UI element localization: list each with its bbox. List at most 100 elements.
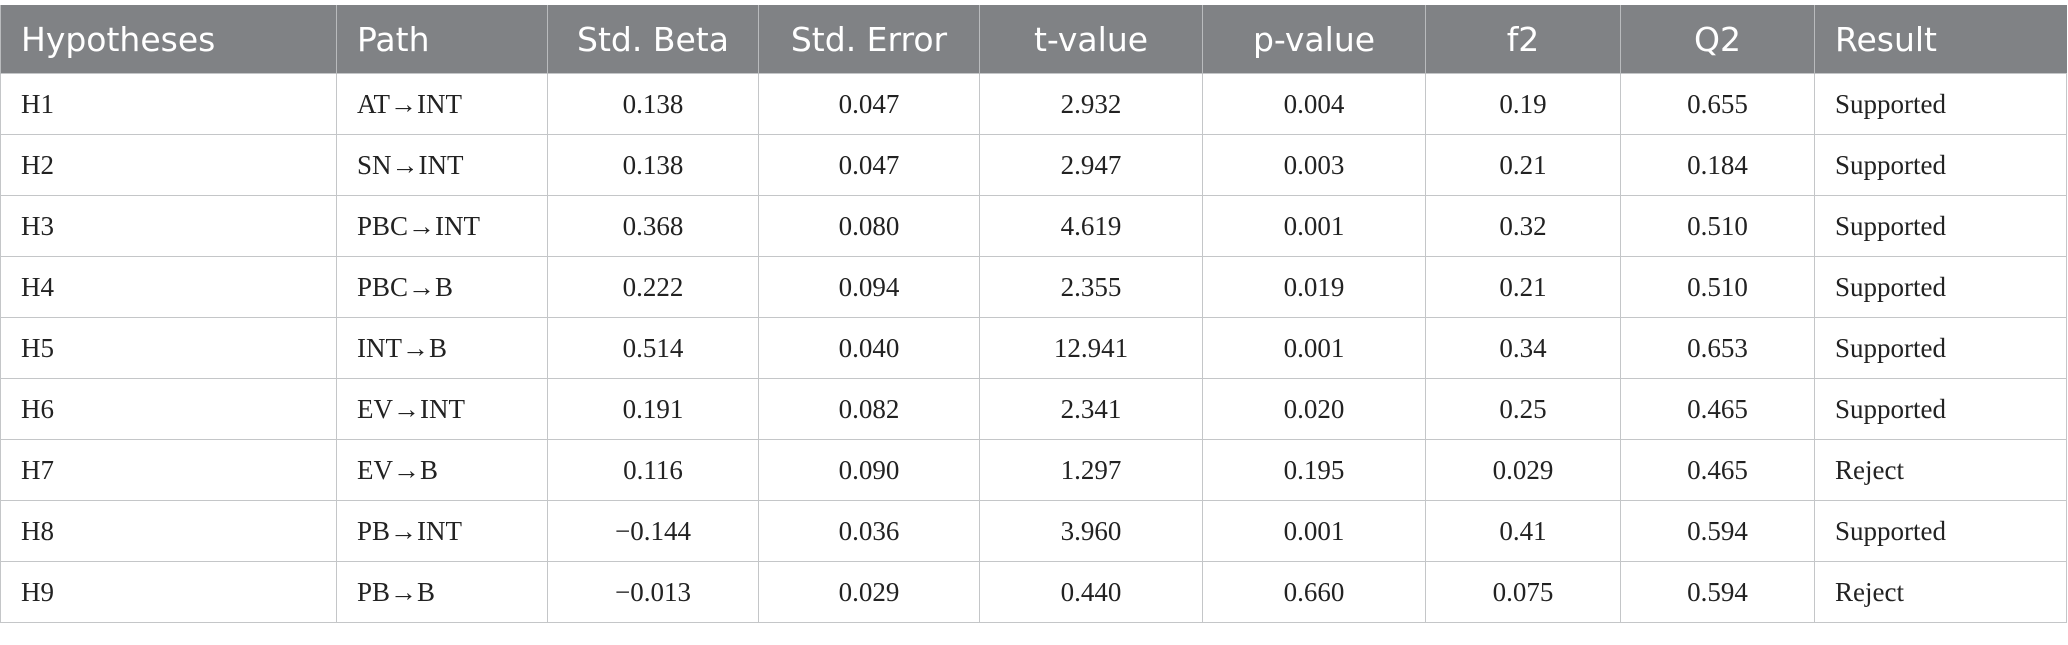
table-cell: 0.25	[1425, 378, 1621, 440]
table-cell: H9	[0, 561, 337, 623]
table-cell: 0.036	[758, 500, 980, 562]
table-cell: 0.001	[1202, 317, 1426, 379]
header-cell: Q2	[1620, 5, 1815, 74]
table-cell: Reject	[1814, 561, 2067, 623]
table-cell: 0.440	[979, 561, 1203, 623]
table-cell: 2.355	[979, 256, 1203, 318]
table-row: H6 EV→INT 0.191 0.082 2.341 0.020 0.25 0.465 Sup…	[0, 378, 2067, 440]
table-cell: 0.004	[1202, 73, 1426, 135]
table-cell: H1	[0, 73, 337, 135]
table-cell: EV→INT	[336, 378, 548, 440]
table-cell: 0.184	[1620, 134, 1815, 196]
table-cell: PBC→INT	[336, 195, 548, 257]
table-cell: Reject	[1814, 439, 2067, 501]
table-cell: 0.090	[758, 439, 980, 501]
table-cell: 0.510	[1620, 195, 1815, 257]
table-cell: 2.932	[979, 73, 1203, 135]
table-cell: 0.003	[1202, 134, 1426, 196]
table-row: H8 PB→INT −0.144 0.036 3.960 0.001 0.41 0.594 Su…	[0, 500, 2067, 562]
table-row: H7 EV→B 0.116 0.090 1.297 0.195 0.029 0.465 Reje…	[0, 439, 2067, 501]
table-cell: PBC→B	[336, 256, 548, 318]
table-cell: 0.020	[1202, 378, 1426, 440]
table-row: H4 PBC→B 0.222 0.094 2.355 0.019 0.21 0.510 Supp…	[0, 256, 2067, 318]
table-cell: PB→B	[336, 561, 548, 623]
header-cell: Path	[336, 5, 548, 74]
table-cell: 12.941	[979, 317, 1203, 379]
table-cell: 2.947	[979, 134, 1203, 196]
table-cell: 0.594	[1620, 561, 1815, 623]
table-cell: 0.075	[1425, 561, 1621, 623]
table-row: H2 SN→INT 0.138 0.047 2.947 0.003 0.21 0.184 Sup…	[0, 134, 2067, 196]
table-cell: 2.341	[979, 378, 1203, 440]
table-cell: 0.047	[758, 134, 980, 196]
header-cell: t-value	[979, 5, 1203, 74]
table-row: H3 PBC→INT 0.368 0.080 4.619 0.001 0.32 0.510 Su…	[0, 195, 2067, 257]
table-cell: 0.32	[1425, 195, 1621, 257]
table-cell: Supported	[1814, 378, 2067, 440]
table-cell: Supported	[1814, 134, 2067, 196]
table-cell: AT→INT	[336, 73, 548, 135]
table-body: H1 AT→INT 0.138 0.047 2.932 0.004 0.19 0.655 Sup…	[0, 73, 2067, 623]
table-cell: 4.619	[979, 195, 1203, 257]
table-cell: H4	[0, 256, 337, 318]
table-cell: 0.594	[1620, 500, 1815, 562]
table-cell: 0.655	[1620, 73, 1815, 135]
table-cell: H5	[0, 317, 337, 379]
table-cell: 0.116	[547, 439, 759, 501]
header-cell: f2	[1425, 5, 1621, 74]
table-cell: PB→INT	[336, 500, 548, 562]
table-cell: INT→B	[336, 317, 548, 379]
table-cell: 0.34	[1425, 317, 1621, 379]
table-cell: −0.013	[547, 561, 759, 623]
table-cell: −0.144	[547, 500, 759, 562]
table-cell: 0.001	[1202, 195, 1426, 257]
table-cell: 0.465	[1620, 378, 1815, 440]
table-cell: 0.21	[1425, 134, 1621, 196]
header-cell: p-value	[1202, 5, 1426, 74]
table-cell: 0.019	[1202, 256, 1426, 318]
table-cell: 0.082	[758, 378, 980, 440]
table-cell: 0.465	[1620, 439, 1815, 501]
table-cell: 0.368	[547, 195, 759, 257]
table-cell: 0.19	[1425, 73, 1621, 135]
table-cell: 0.138	[547, 73, 759, 135]
table-cell: 0.41	[1425, 500, 1621, 562]
table-cell: 0.047	[758, 73, 980, 135]
table-cell: 0.660	[1202, 561, 1426, 623]
table-cell: 0.510	[1620, 256, 1815, 318]
table-cell: H8	[0, 500, 337, 562]
table-cell: Supported	[1814, 500, 2067, 562]
table-cell: EV→B	[336, 439, 548, 501]
table-cell: 0.195	[1202, 439, 1426, 501]
table-cell: 0.029	[1425, 439, 1621, 501]
table-cell: 0.514	[547, 317, 759, 379]
page: Hypotheses Path Std. Beta Std. Error t-value…	[0, 5, 2068, 623]
table-cell: 0.222	[547, 256, 759, 318]
table-cell: 0.21	[1425, 256, 1621, 318]
table-cell: 0.040	[758, 317, 980, 379]
table-cell: H6	[0, 378, 337, 440]
table-cell: 0.138	[547, 134, 759, 196]
table-cell: H3	[0, 195, 337, 257]
table-cell: 3.960	[979, 500, 1203, 562]
table-cell: 0.094	[758, 256, 980, 318]
table-cell: H7	[0, 439, 337, 501]
table-cell: Supported	[1814, 73, 2067, 135]
table-cell: 0.001	[1202, 500, 1426, 562]
table-cell: Supported	[1814, 317, 2067, 379]
table-row: H1 AT→INT 0.138 0.047 2.932 0.004 0.19 0.655 Sup…	[0, 73, 2067, 135]
table-cell: 0.191	[547, 378, 759, 440]
header-cell: Hypotheses	[0, 5, 337, 74]
table-cell: 0.029	[758, 561, 980, 623]
table-cell: 1.297	[979, 439, 1203, 501]
table-cell: Supported	[1814, 256, 2067, 318]
table-cell: H2	[0, 134, 337, 196]
table-cell: Supported	[1814, 195, 2067, 257]
table-row: H9 PB→B −0.013 0.029 0.440 0.660 0.075 0.594 Rej…	[0, 561, 2067, 623]
table-header: Hypotheses Path Std. Beta Std. Error t-value…	[0, 5, 2067, 74]
header-cell: Std. Error	[758, 5, 980, 74]
table-cell: SN→INT	[336, 134, 548, 196]
header-cell: Result	[1814, 5, 2067, 74]
table-row: H5 INT→B 0.514 0.040 12.941 0.001 0.34 0.653 Sup…	[0, 317, 2067, 379]
header-cell: Std. Beta	[547, 5, 759, 74]
